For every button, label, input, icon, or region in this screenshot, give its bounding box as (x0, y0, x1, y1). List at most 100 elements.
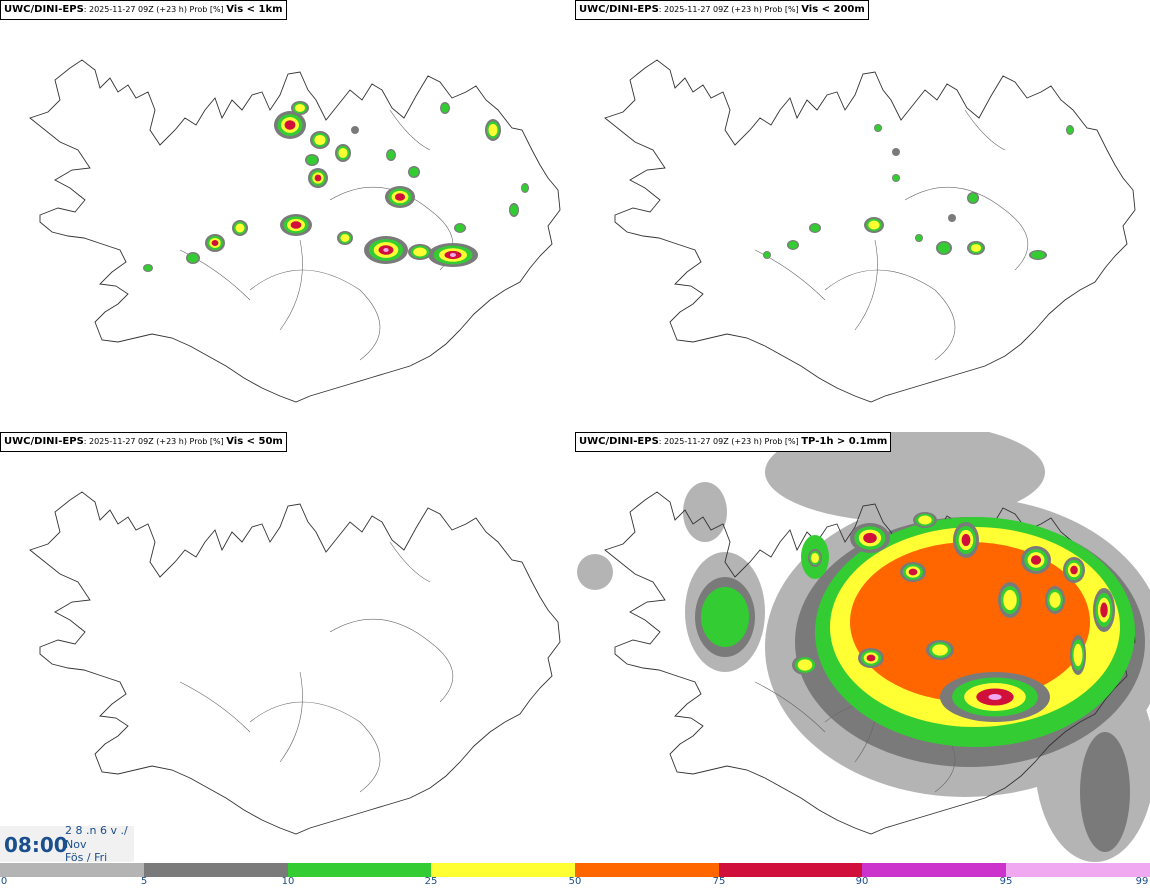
probability-contour (970, 244, 982, 252)
panel-title: UWC/DINI-EPS: 2025-11-27 09Z (+23 h) Pro… (0, 0, 287, 20)
run-info: : 2025-11-27 09Z (+23 h) Prob [%] (658, 5, 802, 14)
probability-contour (908, 568, 918, 576)
probability-contour (314, 134, 326, 146)
variable-name: Vis < 1km (226, 4, 283, 15)
probability-contour (510, 204, 518, 216)
variable-name: Vis < 50m (226, 436, 283, 447)
map-canvas-vis-200m (604, 59, 1136, 403)
colorbar-segment (431, 863, 575, 877)
probability-contour (144, 264, 152, 272)
panel-title: UWC/DINI-EPS: 2025-11-27 09Z (+23 h) Pro… (0, 432, 287, 452)
probability-contour (1030, 251, 1046, 259)
colorbar-segment (144, 863, 288, 877)
valid-time-box: 08:00 2 8 .n 6 v ./ Nov Fös / Fri (0, 824, 134, 864)
coastline (604, 59, 1136, 403)
probability-contour (797, 659, 813, 671)
probability-contour (211, 239, 219, 247)
probability-contour (866, 654, 876, 662)
model-name: UWC/DINI-EPS (4, 4, 84, 15)
probability-contour (948, 214, 956, 222)
probability-contour (235, 223, 245, 233)
probability-contour (450, 253, 456, 257)
colorbar-tick-label: 75 (712, 876, 726, 887)
map-canvas-vis-50m (29, 491, 561, 835)
probability-contour (1066, 126, 1074, 134)
map-panel-precip: UWC/DINI-EPS: 2025-11-27 09Z (+23 h) Pro… (575, 432, 1150, 862)
map-canvas-precip (577, 432, 1150, 862)
colorbar-tick-label: 50 (568, 876, 582, 887)
probability-contour (394, 193, 406, 201)
probability-contour (968, 193, 978, 203)
model-name: UWC/DINI-EPS (579, 4, 659, 15)
probability-contour (187, 253, 199, 263)
colorbar-tick-label: 90 (855, 876, 869, 887)
colorbar-tick-label: 25 (424, 876, 438, 887)
probability-contour (340, 234, 350, 242)
colorbar-tick-label: 5 (140, 876, 148, 887)
probability-contour (1049, 592, 1061, 608)
colorbar-tick-label: 99 (1135, 876, 1149, 887)
probability-contour (810, 224, 820, 232)
variable-name: Vis < 200m (801, 4, 865, 15)
probability-contour (863, 532, 877, 544)
probability-contour (763, 251, 771, 259)
valid-weekday: Fös / Fri (65, 851, 108, 864)
variable-name: TP-1h > 0.1mm (801, 436, 888, 447)
probability-contour (1100, 602, 1108, 618)
probability-contour (874, 124, 882, 132)
probability-contour (892, 174, 900, 182)
probability-contour (306, 155, 318, 165)
colorbar-tick-label: 0 (0, 876, 8, 887)
valid-date-line: 2 8 .n 6 v ./ (65, 824, 128, 837)
probability-contour (290, 221, 302, 229)
probability-field (143, 101, 529, 272)
colorbar-segment (719, 863, 862, 877)
probability-contour (937, 242, 951, 254)
probability-contour (788, 241, 798, 249)
colorbar-segment (288, 863, 431, 877)
valid-time-clock: 08:00 (4, 833, 68, 857)
probability-contour (811, 552, 819, 564)
map-canvas-vis-1km (29, 59, 561, 403)
map-panel-vis-50m: UWC/DINI-EPS: 2025-11-27 09Z (+23 h) Pro… (0, 432, 575, 862)
probability-contour (441, 103, 449, 113)
panel-title: UWC/DINI-EPS: 2025-11-27 09Z (+23 h) Pro… (575, 432, 892, 452)
probability-contour (284, 120, 296, 130)
probability-contour (932, 644, 948, 656)
run-info: : 2025-11-27 09Z (+23 h) Prob [%] (83, 437, 227, 446)
probability-contour (488, 123, 498, 137)
colorbar-segment (575, 863, 719, 877)
probability-contour (915, 234, 923, 242)
colorbar-segment (1006, 863, 1150, 877)
probability-contour (961, 533, 971, 547)
probability-field (763, 124, 1074, 260)
probability-contour (413, 247, 427, 257)
valid-month: Nov (65, 838, 87, 851)
probability-contour (409, 167, 419, 177)
probability-contour (351, 126, 359, 134)
model-name: UWC/DINI-EPS (579, 436, 659, 447)
probability-contour (1073, 643, 1083, 667)
probability-contour (314, 174, 322, 182)
panel-title: UWC/DINI-EPS: 2025-11-27 09Z (+23 h) Pro… (575, 0, 869, 20)
colorbar-segment (862, 863, 1006, 877)
map-panel-vis-1km: UWC/DINI-EPS: 2025-11-27 09Z (+23 h) Pro… (0, 0, 575, 430)
probability-contour (521, 184, 529, 192)
probability-contour (1003, 589, 1017, 611)
probability-contour (294, 104, 306, 112)
probability-contour (988, 694, 1002, 700)
run-info: : 2025-11-27 09Z (+23 h) Prob [%] (658, 437, 802, 446)
model-name: UWC/DINI-EPS (4, 436, 84, 447)
probability-contour (383, 248, 389, 252)
probability-contour (387, 150, 395, 160)
probability-contour (338, 147, 348, 159)
run-info: : 2025-11-27 09Z (+23 h) Prob [%] (83, 5, 227, 14)
probability-contour (918, 515, 932, 525)
probability-field (792, 512, 1115, 722)
map-panel-vis-200m: UWC/DINI-EPS: 2025-11-27 09Z (+23 h) Pro… (575, 0, 1150, 430)
probability-colorbar: 0 5 10 25 50 75 90 95 99 (0, 862, 1150, 891)
probability-contour (1070, 565, 1078, 575)
probability-contour (455, 224, 465, 232)
colorbar-segment (0, 863, 144, 877)
probability-contour (868, 220, 880, 230)
